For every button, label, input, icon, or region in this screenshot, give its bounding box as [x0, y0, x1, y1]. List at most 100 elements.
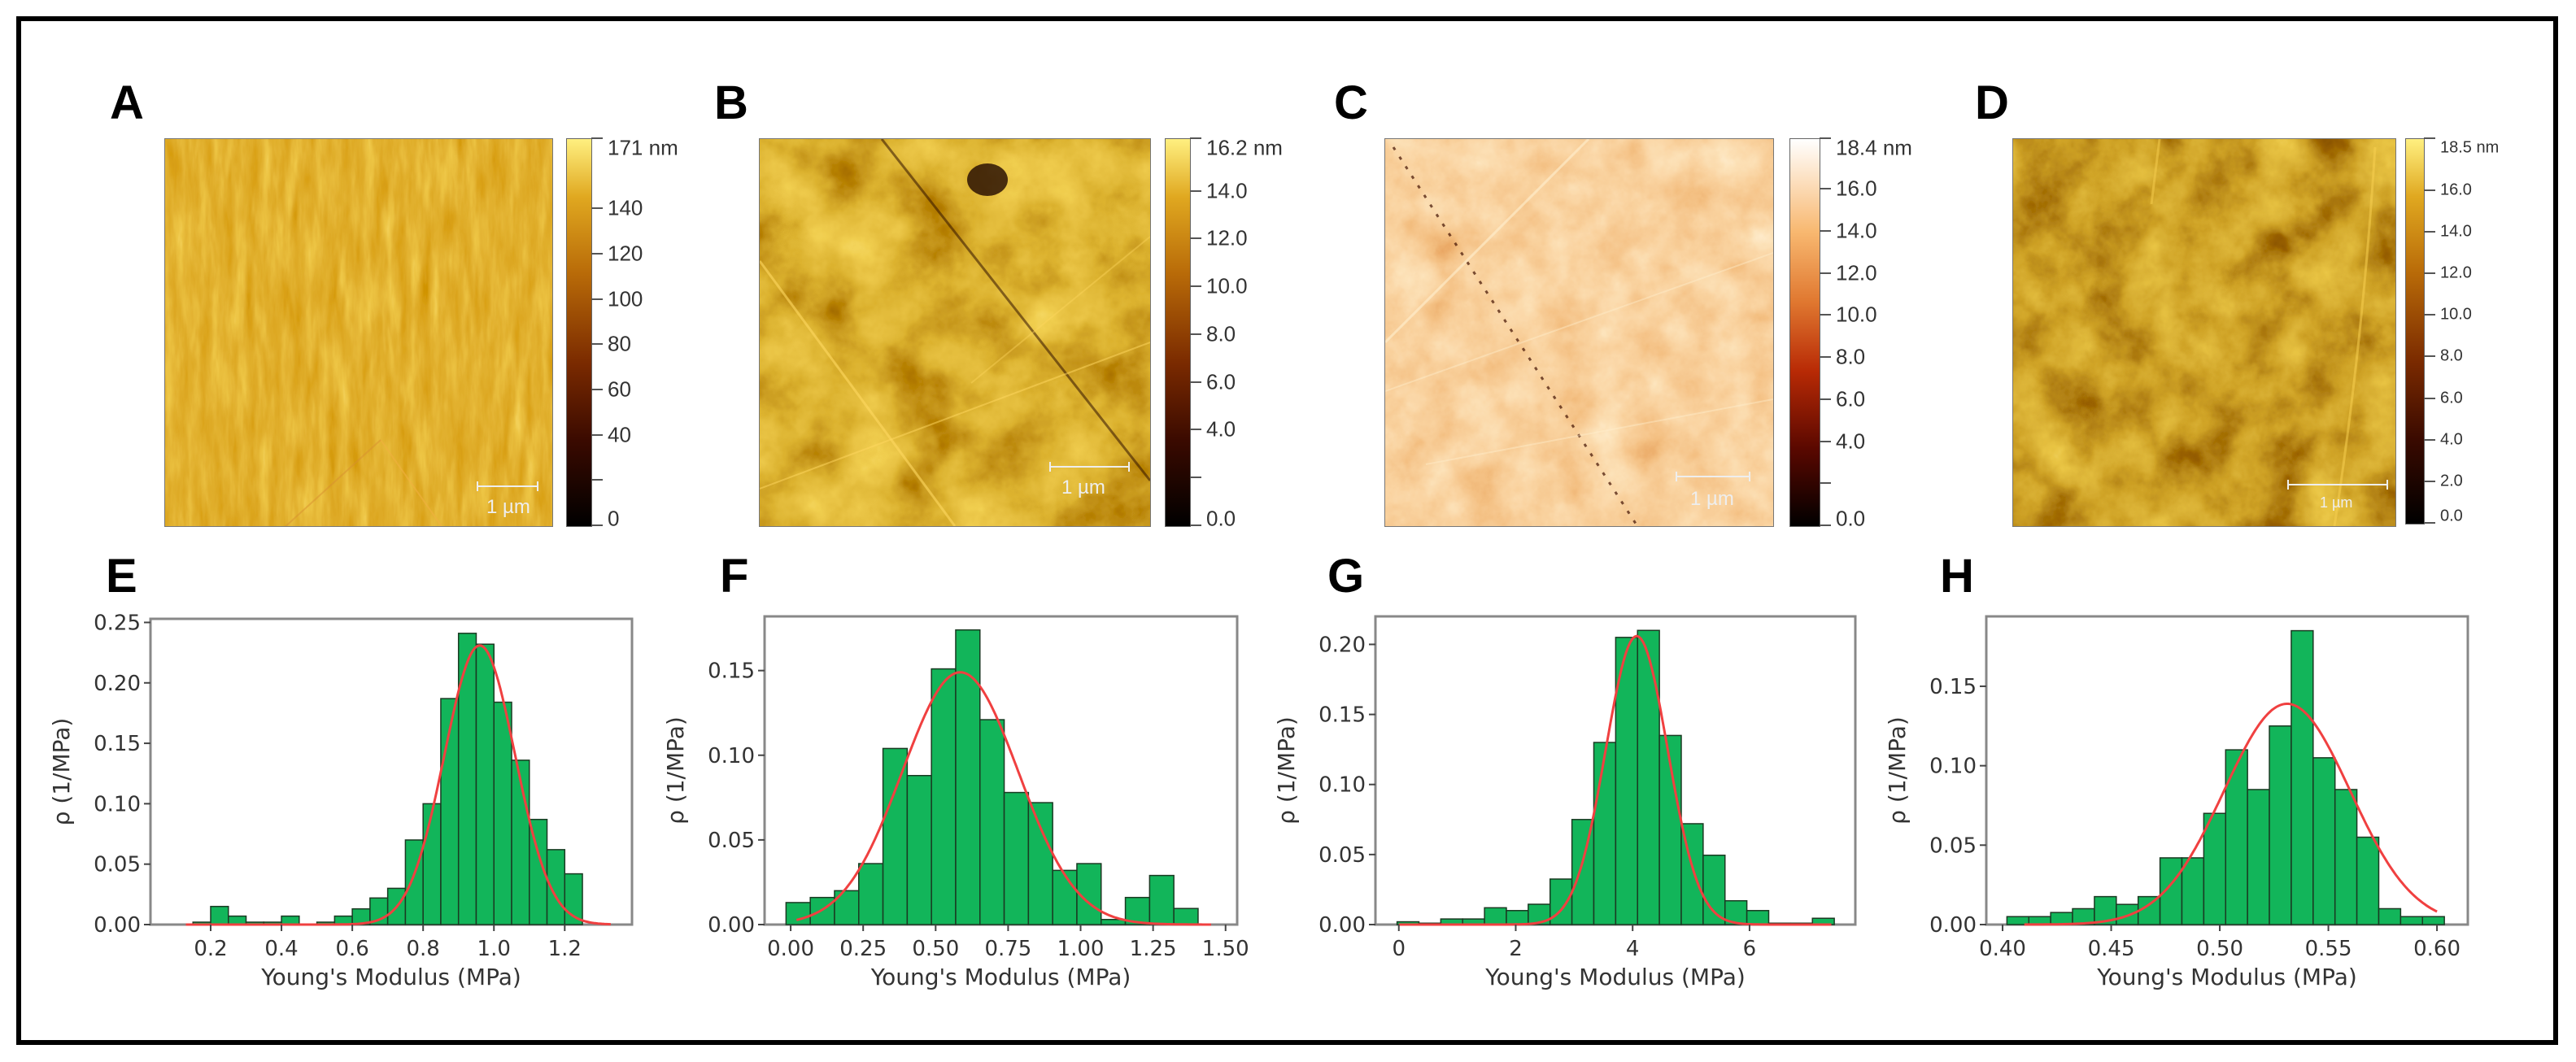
panel-label-d: D	[1975, 76, 2009, 129]
colorbar-tick-label: 12.0	[2440, 263, 2472, 282]
colorbar-tick	[591, 252, 603, 255]
histogram-bar	[2356, 836, 2380, 925]
colorbar-tick	[591, 298, 603, 300]
histogram-f: 0.00 0.25 0.50 0.75 1.00 1.25 1.50 0.00 0.05 0.10…	[662, 615, 1249, 990]
scale-bar-label-d: 1 µm	[2320, 494, 2353, 511]
colorbar-tick	[1820, 482, 1831, 485]
colorbar-tick	[1820, 398, 1831, 400]
colorbar-tick-label: 16.2 nm	[1206, 135, 1283, 160]
panel-label-b: B	[714, 76, 748, 129]
colorbar-tick	[2424, 314, 2435, 316]
y-axis-label: ρ (1/MPa)	[662, 716, 689, 825]
y-tick-label: 0.15	[1929, 675, 1977, 699]
panel-label-h: H	[1940, 550, 1974, 603]
histogram-h: 0.40 0.45 0.50 0.55 0.60 0.00 0.05 0.10 0.15 Youn…	[1884, 615, 2469, 990]
x-tick-label: 0.2	[194, 937, 227, 961]
colorbar-tick	[2424, 438, 2435, 441]
colorbar-a	[566, 138, 592, 527]
colorbar-tick	[1820, 229, 1831, 232]
histogram-bar	[1746, 910, 1770, 925]
x-tick-label: 0.40	[1979, 937, 2026, 961]
scale-bar-label-c: 1 µm	[1690, 488, 1734, 510]
histogram-e: 0.2 0.4 0.6 0.8 1.0 1.2 0.00 0.05 0.10 0.15 0.20 0.…	[48, 611, 634, 990]
colorbar-tick-label: 6.0	[1836, 386, 1866, 411]
histogram-bar	[785, 902, 811, 925]
colorbar-tick	[591, 137, 603, 139]
histogram-bar	[475, 643, 495, 925]
figure-border	[16, 16, 2558, 1045]
histogram-bar	[1658, 734, 1682, 925]
colorbar-tick-label: 10.0	[2440, 305, 2472, 324]
colorbar-tick-label: 40	[608, 422, 631, 447]
y-tick-label: 0.15	[708, 659, 755, 684]
colorbar-tick-label: 0.0	[1836, 506, 1866, 531]
y-tick-label: 0.00	[94, 913, 141, 938]
x-tick-label: 0.50	[912, 937, 959, 961]
histogram-bar	[1003, 791, 1030, 925]
x-tick-label: 1.00	[1057, 937, 1105, 961]
y-tick-label: 0.05	[1319, 843, 1366, 868]
panel-label-c: C	[1334, 76, 1368, 129]
colorbar-tick	[1820, 524, 1831, 526]
x-axis-label: Young's Modulus (MPa)	[2096, 964, 2357, 990]
colorbar-tick	[591, 207, 603, 210]
x-tick-label: 0.75	[984, 937, 1031, 961]
histogram-bar	[1571, 819, 1595, 925]
histogram-bar	[493, 701, 512, 925]
colorbar-tick	[1190, 381, 1201, 383]
colorbar-tick	[1190, 524, 1201, 526]
colorbar-tick	[2424, 137, 2435, 139]
y-axis-label: ρ (1/MPa)	[1273, 716, 1300, 825]
colorbar-tick	[1190, 477, 1201, 479]
histogram-bar	[281, 915, 300, 925]
scale-bar-d	[2287, 480, 2388, 490]
y-tick-label: 0.05	[1929, 833, 1977, 858]
x-tick-label: 4	[1626, 937, 1640, 961]
x-tick-label: 6	[1743, 937, 1757, 961]
colorbar-tick-label: 6.0	[2440, 389, 2463, 407]
panel-label-f: F	[720, 550, 749, 603]
y-tick-label: 0.15	[1319, 703, 1366, 728]
histogram-bar	[1149, 874, 1175, 925]
panel-label-e: E	[106, 550, 137, 603]
histogram-bar	[2181, 857, 2205, 925]
histogram-bar	[2050, 912, 2073, 925]
histogram-bar	[2399, 916, 2424, 925]
x-tick-label: 1.2	[548, 937, 582, 961]
y-axis-label: ρ (1/MPa)	[1884, 716, 1911, 825]
afm-height-image-a	[164, 138, 553, 527]
colorbar-tick-label: 18.5 nm	[2440, 138, 2500, 157]
y-tick-label: 0.00	[708, 913, 755, 938]
histogram-bar	[1702, 854, 1726, 925]
y-tick-label: 0.25	[94, 611, 141, 635]
colorbar-tick	[1820, 137, 1831, 139]
y-tick-label: 0.00	[1319, 913, 1366, 938]
histogram-bar	[1484, 907, 1507, 925]
colorbar-tick	[1190, 237, 1201, 240]
histogram-bar	[422, 803, 442, 925]
histogram-bar	[1027, 802, 1053, 925]
colorbar-tick	[591, 433, 603, 436]
colorbar-tick	[2424, 522, 2435, 524]
scale-bar-label-a: 1 µm	[486, 496, 530, 518]
colorbar-tick	[1190, 333, 1201, 335]
histogram-bar	[1506, 910, 1529, 925]
x-tick-label: 1.50	[1202, 937, 1249, 961]
colorbar-tick	[1820, 356, 1831, 359]
colorbar-tick-label: 10.0	[1206, 273, 1248, 298]
histogram-bar	[2421, 916, 2445, 925]
afm-height-image-b	[759, 138, 1151, 527]
y-tick-label: 0.00	[1929, 913, 1977, 938]
histogram-bar	[1173, 907, 1199, 925]
gaussian-fit-line	[2024, 703, 2438, 926]
gaussian-fit-line	[185, 644, 611, 926]
x-axis-label: Young's Modulus (MPa)	[260, 964, 521, 990]
colorbar-tick-label: 120	[608, 241, 643, 266]
colorbar-tick-label: 12.0	[1206, 225, 1248, 250]
x-tick-label: 1.0	[477, 937, 511, 961]
histogram-bar	[1593, 742, 1617, 925]
histogram-bar	[2291, 629, 2314, 925]
histogram-bar	[2378, 907, 2402, 925]
x-tick-label: 0.6	[335, 937, 368, 961]
x-tick-label: 0.4	[264, 937, 298, 961]
